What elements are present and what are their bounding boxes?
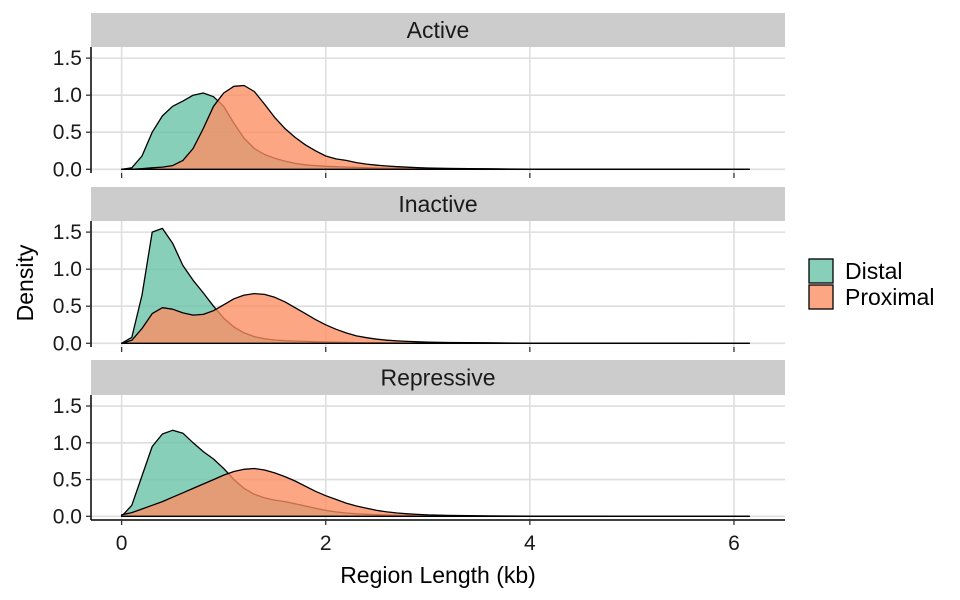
y-tick-label: 0.0 — [53, 505, 82, 528]
facet-panel: Repressive 0.0 0.5 1.0 1.5 — [53, 360, 785, 528]
y-tick-label: 1.0 — [53, 84, 82, 107]
facet-panel: Active 0.0 0.5 1.0 1.5 — [53, 13, 785, 181]
y-tick-label: 1.5 — [53, 221, 82, 244]
x-axis-title: Region Length (kb) — [340, 562, 536, 588]
legend-swatch-distal — [808, 258, 834, 284]
y-tick-label: 0.0 — [53, 158, 82, 181]
facet-panel: Inactive 0.0 0.5 1.0 1.5 — [53, 187, 785, 355]
facet-strip — [91, 13, 785, 47]
facet-label: Active — [407, 17, 470, 43]
facet-label: Repressive — [380, 365, 495, 391]
density-area-proximal — [120, 467, 750, 517]
y-tick-label: 0.5 — [53, 295, 82, 318]
y-tick-label: 1.5 — [53, 47, 82, 70]
density-area-proximal — [120, 292, 750, 344]
x-axis: 0 2 4 6 — [91, 519, 785, 555]
density-area-proximal — [120, 84, 750, 170]
y-tick-label: 0.5 — [53, 469, 82, 492]
facet-strip — [91, 187, 785, 221]
facet-panels: Active0.00.51.01.5Inactive0.00.51.01.5Re… — [53, 13, 785, 528]
legend-label-proximal: Proximal — [845, 284, 934, 310]
x-tick-label: 2 — [320, 532, 332, 555]
legend-label-distal: Distal — [845, 258, 903, 284]
legend-swatch-proximal — [808, 284, 834, 310]
y-tick-label: 0.0 — [53, 332, 82, 355]
y-tick-label: 1.0 — [53, 432, 82, 455]
y-axis-title: Density — [12, 244, 38, 321]
facet-label: Inactive — [398, 191, 477, 217]
x-tick-label: 4 — [524, 532, 536, 555]
x-tick-label: 0 — [116, 532, 128, 555]
x-tick-label: 6 — [728, 532, 740, 555]
y-tick-label: 0.5 — [53, 121, 82, 144]
facet-strip — [91, 360, 785, 395]
y-tick-label: 1.5 — [53, 395, 82, 418]
y-tick-label: 1.0 — [53, 258, 82, 281]
